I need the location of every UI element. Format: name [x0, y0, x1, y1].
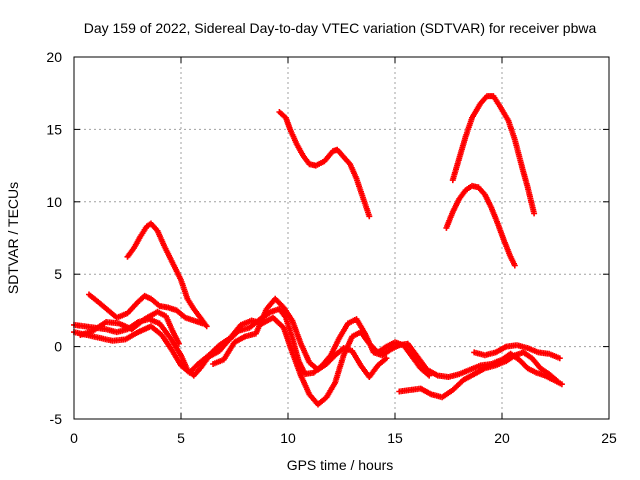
y-tick-label: -5	[50, 411, 63, 427]
y-tick-label: 5	[54, 266, 62, 282]
data-point	[558, 381, 565, 388]
plot-frame	[73, 56, 610, 420]
x-tick-label: 5	[177, 430, 185, 446]
series-arc-1	[124, 220, 210, 330]
x-tick-label: 15	[387, 430, 403, 446]
series-arc-7	[71, 314, 433, 408]
x-tick-label: 10	[280, 430, 296, 446]
axis-ticks: 0 5 10 15 20 25 -5 0 5 10 15 20	[46, 49, 617, 446]
series-arc-9	[471, 342, 563, 362]
y-tick-label: 10	[46, 194, 62, 210]
y-tick-label: 20	[46, 49, 62, 65]
data-point	[511, 262, 518, 269]
data-point	[531, 210, 538, 217]
data-point	[366, 213, 373, 220]
data-point	[199, 320, 206, 327]
series-arc-4	[443, 182, 518, 269]
x-tick-label: 25	[601, 430, 617, 446]
series-arc-3	[449, 93, 538, 217]
data-series	[71, 93, 565, 408]
series-arc-10	[77, 308, 182, 347]
data-point	[383, 355, 390, 362]
data-point	[203, 323, 210, 330]
series-arc-8	[396, 349, 561, 401]
series-arc-2	[276, 109, 373, 220]
data-point	[556, 355, 563, 362]
y-tick-label: 0	[54, 339, 62, 355]
chart-title: Day 159 of 2022, Sidereal Day-to-day VTE…	[84, 20, 597, 36]
series-arc-5	[86, 291, 206, 327]
x-axis-label: GPS time / hours	[287, 457, 394, 473]
x-tick-label: 0	[70, 430, 78, 446]
y-tick-label: 15	[46, 121, 62, 137]
data-point	[175, 340, 182, 347]
data-point	[554, 378, 561, 385]
data-point	[426, 372, 433, 379]
x-tick-label: 20	[494, 430, 510, 446]
y-axis-label: SDTVAR / TECUs	[5, 182, 21, 294]
series-arc-11	[210, 295, 390, 380]
